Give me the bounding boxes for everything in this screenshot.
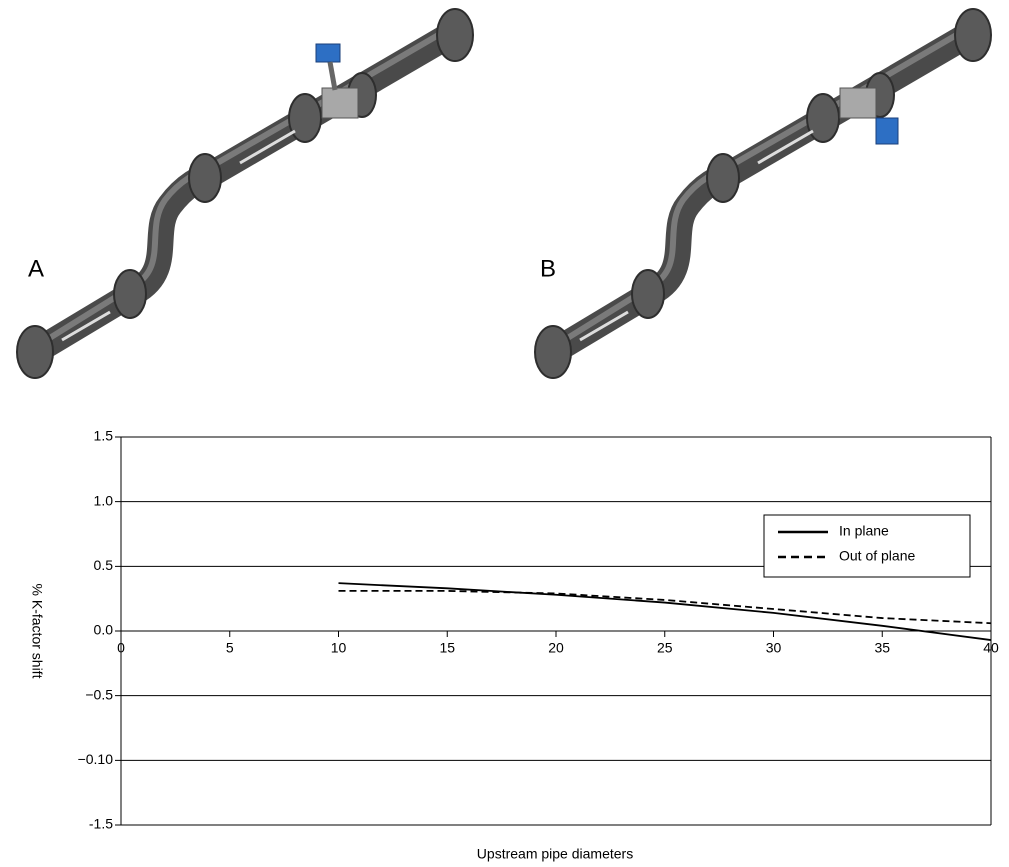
pipe-illustration-a — [17, 9, 473, 378]
legend-label: In plane — [839, 523, 889, 539]
y-tick-label: 1.5 — [94, 428, 114, 444]
x-tick-label: 35 — [874, 640, 890, 656]
y-axis-title: % K-factor shift — [29, 584, 45, 679]
x-tick-label: 30 — [766, 640, 782, 656]
x-axis-title: Upstream pipe diameters — [477, 846, 633, 862]
x-tick-label: 25 — [657, 640, 673, 656]
y-tick-label: 1.0 — [94, 492, 114, 508]
y-tick-label: -1.5 — [89, 816, 113, 832]
pipe-illustration-b — [535, 9, 991, 378]
y-tick-label: 0.5 — [94, 557, 114, 573]
panel-label: A — [28, 255, 44, 282]
x-tick-label: 10 — [331, 640, 347, 656]
x-tick-label: 5 — [226, 640, 234, 656]
y-tick-label: −0.10 — [78, 751, 114, 767]
y-tick-label: −0.5 — [85, 686, 113, 702]
x-tick-label: 20 — [548, 640, 564, 656]
figure: A B Upstream pipe diameters % K-factor s… — [0, 0, 1009, 867]
y-tick-label: 0.0 — [94, 622, 114, 638]
x-tick-label: 15 — [439, 640, 455, 656]
legend-label: Out of plane — [839, 548, 915, 564]
panel-label: B — [540, 255, 556, 282]
series-line — [339, 591, 992, 623]
